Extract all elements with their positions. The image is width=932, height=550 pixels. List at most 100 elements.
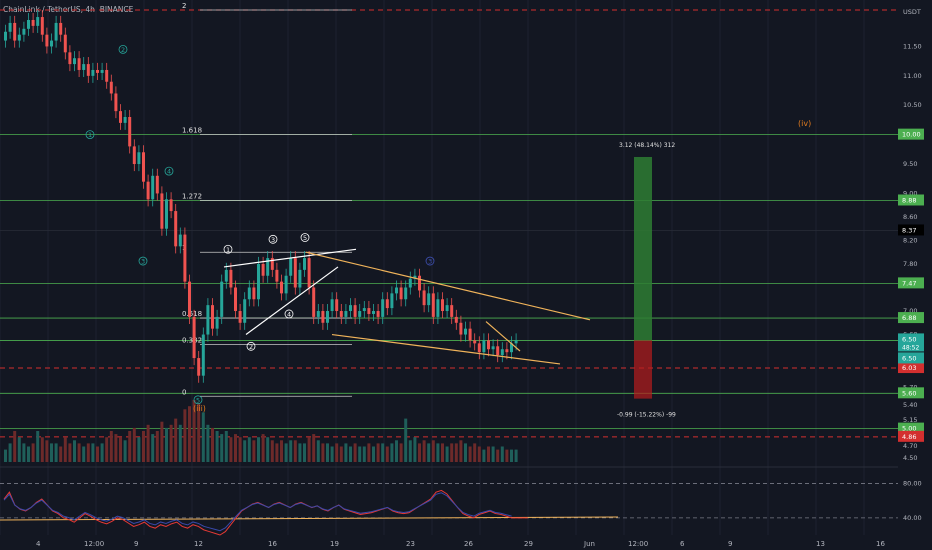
candle-body bbox=[422, 290, 426, 306]
volume-bar bbox=[468, 446, 472, 462]
price-badge-label: 4.86 bbox=[902, 433, 916, 441]
candle-body bbox=[123, 117, 127, 123]
volume-bar bbox=[36, 431, 40, 462]
candle-body bbox=[201, 334, 205, 376]
volume-bar bbox=[63, 437, 67, 462]
time-tick: 12:00 bbox=[84, 540, 104, 548]
wave-label: 4 bbox=[287, 310, 291, 318]
candle-body bbox=[192, 316, 196, 359]
volume-bar bbox=[59, 446, 63, 462]
time-tick: Jun bbox=[583, 540, 595, 548]
candle-body bbox=[298, 269, 302, 288]
wave-label: 1 bbox=[88, 131, 92, 139]
price-tick: 7.80 bbox=[903, 260, 917, 268]
volume-bar bbox=[234, 434, 237, 462]
wave-label: 3 bbox=[141, 258, 145, 266]
volume-bar bbox=[330, 446, 334, 462]
time-tick: 29 bbox=[524, 540, 533, 548]
volume-bar bbox=[441, 443, 444, 462]
wave-label: (iii) bbox=[193, 404, 206, 413]
candle-body bbox=[491, 346, 495, 350]
price-badge bbox=[898, 224, 924, 236]
candle-body bbox=[114, 93, 118, 112]
volume-bar bbox=[436, 443, 440, 462]
volume-bar bbox=[459, 440, 463, 462]
candle-body bbox=[408, 278, 412, 288]
wave-marker bbox=[85, 130, 95, 140]
price-tick: 9.00 bbox=[903, 189, 917, 197]
candle-body bbox=[445, 305, 449, 312]
volume-bar bbox=[211, 427, 214, 462]
candle-body bbox=[468, 328, 472, 341]
time-tick: 26 bbox=[464, 540, 473, 548]
wave-label: 2 bbox=[121, 46, 125, 54]
volume-bar bbox=[183, 409, 187, 462]
candle-body bbox=[13, 22, 17, 41]
candle-body bbox=[8, 22, 12, 32]
volume-bar bbox=[206, 424, 210, 462]
candle-body bbox=[500, 349, 504, 356]
time-tick: 13 bbox=[816, 540, 825, 548]
volume-bar bbox=[13, 431, 17, 462]
volume-bar bbox=[40, 437, 44, 462]
wave-marker bbox=[193, 395, 203, 405]
volume-bar bbox=[326, 443, 329, 462]
candle-body bbox=[22, 28, 26, 35]
candle-body bbox=[431, 293, 435, 317]
volume-bar bbox=[243, 440, 247, 462]
candle-body bbox=[132, 146, 136, 165]
price-tick: 5.15 bbox=[903, 416, 917, 424]
wave-label: 5 bbox=[303, 234, 307, 242]
time-tick: 19 bbox=[330, 540, 339, 548]
price-tick: 4.70 bbox=[903, 442, 917, 450]
wave-label: (iv) bbox=[798, 119, 811, 128]
volume-bar bbox=[86, 443, 90, 462]
candle-body bbox=[454, 316, 458, 323]
candle-body bbox=[151, 175, 155, 200]
wave-marker bbox=[268, 234, 278, 244]
volume-bar bbox=[289, 440, 293, 462]
candle-body bbox=[197, 358, 201, 376]
volume-bar bbox=[17, 437, 21, 462]
candle-body bbox=[257, 263, 260, 300]
volume-bar bbox=[427, 443, 431, 462]
volume-bar bbox=[496, 449, 500, 462]
price-tick: 5.40 bbox=[903, 401, 917, 409]
volume-bar bbox=[349, 446, 352, 462]
volume-bar bbox=[31, 443, 35, 462]
volume-bar bbox=[151, 434, 155, 462]
candle-body bbox=[247, 287, 251, 300]
candle-body bbox=[155, 175, 159, 194]
price-badge bbox=[898, 430, 924, 442]
price-axis-bg bbox=[898, 0, 932, 550]
measure-down-label: -0.99 (-15.22%) -99 bbox=[617, 412, 676, 419]
volume-bar bbox=[77, 443, 81, 462]
volume-bar bbox=[146, 424, 150, 462]
volume-bar bbox=[358, 446, 362, 462]
channel-top-line bbox=[305, 251, 591, 321]
volume-bar bbox=[473, 443, 477, 462]
price-tick: 9.50 bbox=[903, 160, 917, 168]
volume-bar bbox=[303, 443, 306, 462]
volume-bar bbox=[201, 412, 205, 462]
volume-bar bbox=[224, 431, 228, 462]
volume-bar bbox=[82, 446, 86, 462]
candle-body bbox=[36, 17, 40, 26]
candle-body bbox=[224, 269, 228, 282]
candle-body bbox=[238, 311, 242, 323]
wave-label: 3 bbox=[428, 258, 432, 266]
time-tick: 16 bbox=[268, 540, 277, 548]
price-badge-label: 5.60 bbox=[902, 389, 916, 397]
wedge-bottom-line bbox=[245, 266, 339, 336]
price-tick: 11.50 bbox=[903, 42, 922, 50]
candle-body bbox=[316, 311, 320, 317]
volume-bar bbox=[22, 443, 26, 462]
candle-body bbox=[514, 340, 518, 344]
candle-body bbox=[261, 263, 265, 276]
volume-bar bbox=[385, 446, 389, 462]
candle-body bbox=[477, 343, 481, 353]
candle-body bbox=[128, 117, 132, 147]
candle-body bbox=[284, 275, 288, 294]
candle-body bbox=[174, 211, 178, 247]
